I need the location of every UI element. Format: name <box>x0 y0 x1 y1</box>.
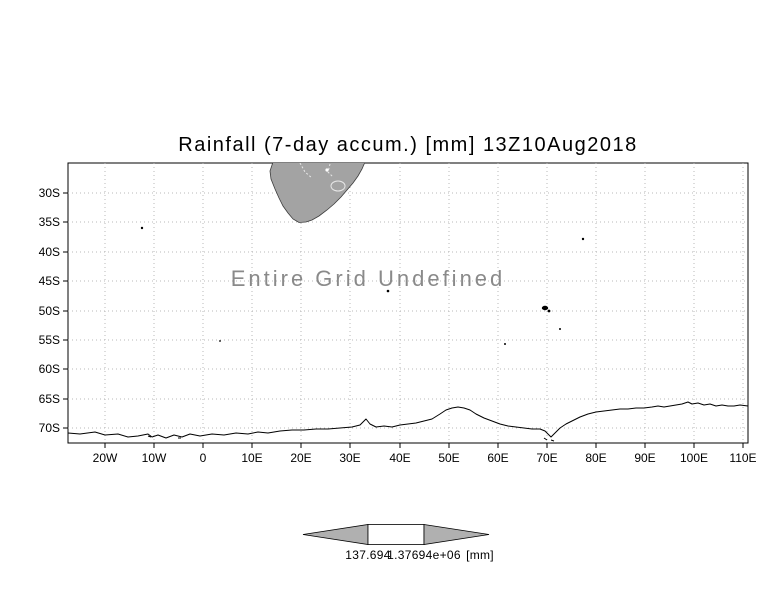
colorbar <box>302 524 490 545</box>
island-dots <box>140 226 585 345</box>
y-tick-label-60s: 60S <box>38 362 60 376</box>
y-tick-label-40s: 40S <box>38 245 60 259</box>
y-tick-label-65s: 65S <box>38 392 60 406</box>
grid-lines <box>68 163 748 443</box>
map-content <box>68 163 748 442</box>
x-tick-label-110e: 110E <box>729 451 757 465</box>
plot-frame <box>67 162 749 444</box>
colorbar-min-label: 137.694 <box>345 548 391 562</box>
y-tick-label-45s: 45S <box>38 274 60 288</box>
africa-landmass <box>269 163 366 223</box>
x-tick-label-70e: 70E <box>536 451 558 465</box>
x-tick-label-30e: 30E <box>339 451 361 465</box>
y-tick-label-30s: 30S <box>38 186 60 200</box>
x-tick-label-10w: 10W <box>141 451 167 465</box>
axis-tick-marks <box>63 192 744 448</box>
x-tick-label-40e: 40E <box>389 451 411 465</box>
colorbar-left-arrow <box>302 524 369 545</box>
y-tick-label-35s: 35S <box>38 215 60 229</box>
x-tick-label-90e: 90E <box>634 451 656 465</box>
y-tick-label-70s: 70S <box>38 421 60 435</box>
x-tick-label-50e: 50E <box>438 451 460 465</box>
undefined-grid-message: Entire Grid Undefined <box>230 266 506 291</box>
y-tick-label-55s: 55S <box>38 333 60 347</box>
x-tick-label-60e: 60E <box>487 451 509 465</box>
coastal-island-marks <box>147 435 555 442</box>
x-tick-label-0: 0 <box>199 451 207 465</box>
lake-dot <box>325 168 329 172</box>
x-tick-label-100e: 100E <box>679 451 709 465</box>
chart-title: Rainfall (7-day accum.) [mm] 13Z10Aug201… <box>178 134 638 156</box>
colorbar-max-label: 1.37694e+06 <box>387 548 461 562</box>
x-tick-label-10e: 10E <box>241 451 263 465</box>
x-tick-label-80e: 80E <box>585 451 607 465</box>
colorbar-middle-box <box>367 524 425 545</box>
country-borders <box>299 163 346 192</box>
antarctica-coastline <box>68 401 748 439</box>
colorbar-right-arrow <box>423 524 490 545</box>
x-tick-label-20e: 20E <box>290 451 312 465</box>
colorbar-units-label: [mm] <box>466 548 494 562</box>
x-tick-label-20w: 20W <box>92 451 118 465</box>
y-tick-label-50s: 50S <box>38 304 60 318</box>
